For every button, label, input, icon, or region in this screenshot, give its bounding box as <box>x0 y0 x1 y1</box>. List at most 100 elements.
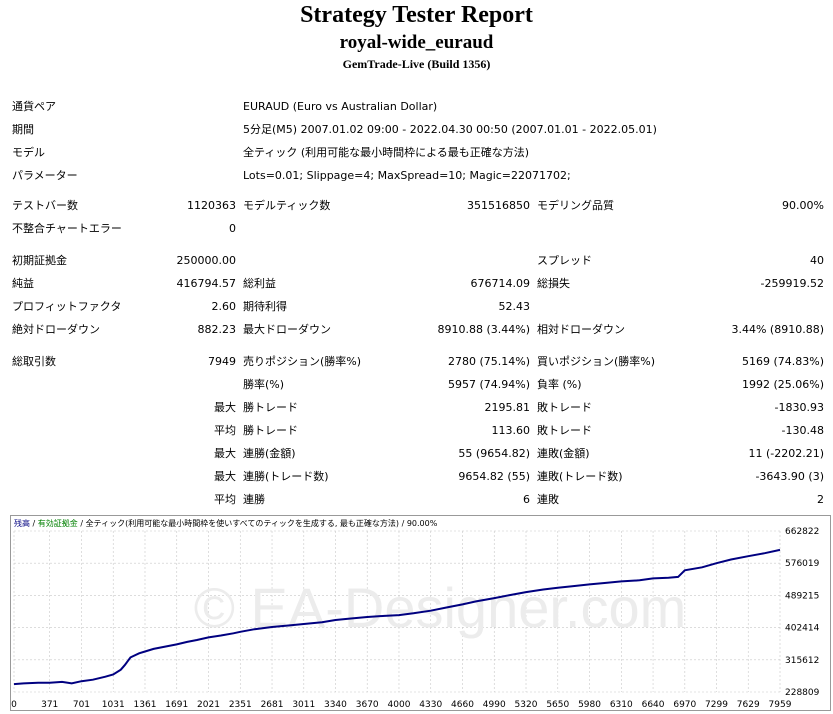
spread-value: 40 <box>810 254 824 267</box>
period-value: 5分足(M5) 2007.01.02 09:00 - 2022.04.30 00… <box>243 123 657 136</box>
model-label: モデル <box>12 146 45 159</box>
spread-label: スプレッド <box>537 254 592 267</box>
short-value: 2780 (75.14%) <box>447 355 530 368</box>
x-tick-label: 4330 <box>419 700 442 710</box>
watermark: © EA-Designer.com <box>194 576 687 639</box>
period-label: 期間 <box>12 123 34 136</box>
x-tick-label: 371 <box>41 700 58 710</box>
lossrate-label: 負率 (%) <box>537 378 582 391</box>
pair-value: EURAUD (Euro vs Australian Dollar) <box>243 100 438 113</box>
short-label: 売りポジション(勝率%) <box>243 355 362 368</box>
x-tick-label: 4660 <box>451 700 474 710</box>
absdd-value: 882.23 <box>197 323 237 336</box>
chart-marks: 0 371 701 1031 1361 1691 2021 2351 2681 3011 3340 3… <box>11 527 819 710</box>
x-tick-label: 5980 <box>578 700 601 710</box>
mismatch-value: 0 <box>229 222 236 235</box>
ea-name: royal-wide_euraud <box>339 32 494 53</box>
legend-margin: 有効証拠金 <box>38 518 78 528</box>
y-tick-label: 576019 <box>785 559 820 569</box>
reldd-value: 3.44% (8910.88) <box>731 323 824 336</box>
x-tick-label: 5320 <box>515 700 538 710</box>
long-value: 5169 (74.83%) <box>741 355 824 368</box>
y-tick-label: 228809 <box>785 688 820 698</box>
x-tick-label: 6970 <box>673 700 696 710</box>
x-tick-label: 1691 <box>165 700 188 710</box>
ticks-label: モデルティック数 <box>243 199 331 212</box>
x-tick-label: 7629 <box>737 700 760 710</box>
chart-grid <box>13 530 781 693</box>
bars-value: 1120363 <box>187 199 236 212</box>
y-tick-label: 662822 <box>785 527 819 537</box>
x-tick-label: 4990 <box>483 700 506 710</box>
avg-consec-loss-label: 連敗 <box>537 493 559 506</box>
consec-win-money-value: 55 (9654.82) <box>458 447 530 460</box>
params-label: パラメーター <box>12 169 78 182</box>
quality-label: モデリング品質 <box>537 199 614 212</box>
deposit-value: 250000.00 <box>176 254 237 267</box>
avg-win-value: 113.60 <box>491 424 531 437</box>
y-tick-label: 402414 <box>785 624 820 634</box>
pair-label: 通貨ペア <box>12 100 56 113</box>
avg-consec-label: 平均 <box>214 493 236 506</box>
winrate-label: 勝率(%) <box>243 378 285 391</box>
consec-loss-count-label: 連敗(トレード数) <box>537 470 623 483</box>
reldd-label: 相対ドローダウン <box>537 323 625 336</box>
consec-win-count-value: 9654.82 (55) <box>458 470 530 483</box>
report-title: Strategy Tester Report <box>300 2 533 28</box>
maxdd-label: 最大ドローダウン <box>243 323 331 336</box>
bars-label: テストバー数 <box>12 199 78 212</box>
consec-loss-money-value: 11 (-2202.21) <box>748 447 824 460</box>
legend-model: 全ティック(利用可能な最小時間枠を使いすべてのティックを生成する, 最も正確な方… <box>86 518 399 528</box>
model-value: 全ティック (利用可能な最小時間枠による最も正確な方法) <box>243 146 530 159</box>
netprofit-value: 416794.57 <box>176 277 237 290</box>
x-tick-label: 3340 <box>324 700 347 710</box>
deposit-label: 初期証拠金 <box>12 254 67 267</box>
largest-win-label: 勝トレード <box>243 401 298 414</box>
mismatch-label: 不整合チャートエラー <box>12 222 122 235</box>
server-build: GemTrade-Live (Build 1356) <box>342 57 491 71</box>
consec-loss-money-label: 連敗(金額) <box>537 447 590 460</box>
balance-chart: © EA-Designer.com 0 371 701 1031 1361 1691 202… <box>10 515 831 711</box>
x-tick-label: 7959 <box>769 700 792 710</box>
ticks-value: 351516850 <box>467 199 530 212</box>
legend-sep: / <box>399 519 407 528</box>
params-value: Lots=0.01; Slippage=4; MaxSpread=10; Mag… <box>243 169 571 182</box>
x-tick-label: 6310 <box>610 700 633 710</box>
x-tick-label: 1361 <box>134 700 157 710</box>
x-tick-label: 701 <box>73 700 90 710</box>
chart-legend: 残高 / 有効証拠金 / 全ティック(利用可能な最小時間枠を使いすべてのティック… <box>14 518 438 528</box>
trades-value: 7949 <box>208 355 236 368</box>
legend-balance: 残高 <box>14 518 30 528</box>
x-tick-label: 2681 <box>261 700 284 710</box>
long-label: 買いポジション(勝率%) <box>537 355 656 368</box>
quality-value: 90.00% <box>782 199 824 212</box>
legend-quality: 90.00% <box>407 519 438 528</box>
netprofit-label: 純益 <box>12 277 34 290</box>
largest-loss-value: -1830.93 <box>774 401 824 414</box>
x-tick-label: 2021 <box>197 700 220 710</box>
max-consec-money-label: 最大 <box>214 447 236 460</box>
x-tick-label: 3670 <box>356 700 379 710</box>
legend-sep: / <box>78 519 86 528</box>
avg-consec-loss-value: 2 <box>817 493 824 506</box>
x-tick-label: 1031 <box>102 700 125 710</box>
expected-value: 52.43 <box>498 300 531 313</box>
avg-consec-win-value: 6 <box>523 493 530 506</box>
lossrate-value: 1992 (25.06%) <box>741 378 824 391</box>
max-consec-count-label: 最大 <box>214 470 236 483</box>
absdd-label: 絶対ドローダウン <box>12 323 100 336</box>
grossprofit-label: 総利益 <box>243 277 276 290</box>
consec-win-count-label: 連勝(トレード数) <box>243 470 329 483</box>
winrate-value: 5957 (74.94%) <box>447 378 530 391</box>
x-tick-label: 6640 <box>642 700 665 710</box>
consec-loss-count-value: -3643.90 (3) <box>755 470 824 483</box>
legend-sep: / <box>30 519 38 528</box>
x-tick-label: 5650 <box>546 700 569 710</box>
largest-win-value: 2195.81 <box>484 401 531 414</box>
pf-value: 2.60 <box>211 300 237 313</box>
x-tick-label: 4000 <box>388 700 411 710</box>
y-tick-label: 489215 <box>785 591 819 601</box>
grossloss-label: 総損失 <box>537 277 570 290</box>
x-tick-label: 2351 <box>229 700 252 710</box>
grossprofit-value: 676714.09 <box>470 277 531 290</box>
